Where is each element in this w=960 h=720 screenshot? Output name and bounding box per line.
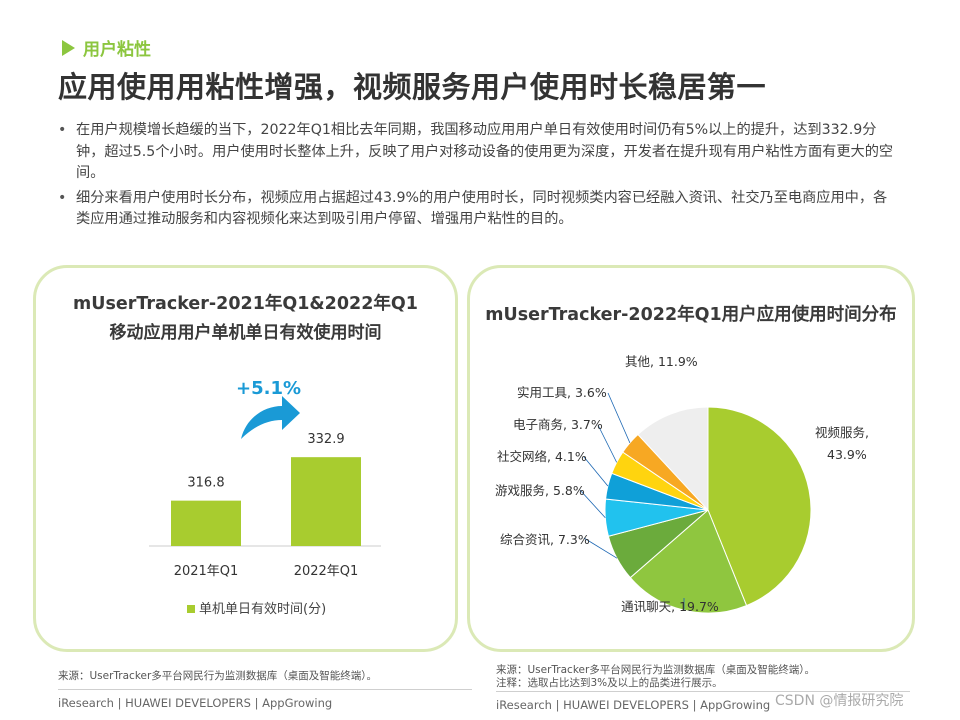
- watermark: CSDN @情报研究院: [775, 693, 904, 709]
- leader-line: [597, 424, 618, 463]
- bullet-item: 细分来看用户使用时长分布，视频应用占据超过43.9%的用户使用时长，同时视频类内…: [58, 188, 900, 231]
- bar-value-label: 316.8: [187, 476, 224, 491]
- growth-label: +5.1%: [236, 378, 301, 399]
- pie-label: 通讯聊天, 19.7%: [621, 599, 719, 614]
- pie-label: 实用工具, 3.6%: [517, 385, 607, 400]
- left-divider: [58, 689, 472, 690]
- right-chart-title: mUserTracker-2022年Q1用户应用使用时间分布: [485, 305, 897, 325]
- pie-label: 电子商务, 3.7%: [513, 417, 603, 432]
- left-brand: iResearch | HUAWEI DEVELOPERS | AppGrowi…: [58, 696, 333, 710]
- bar: [291, 457, 361, 546]
- section-label: 用户粘性: [83, 40, 151, 60]
- right-source: 来源：UserTracker多平台网民行为监测数据库（桌面及智能终端）。: [496, 664, 816, 676]
- pie-slice: [629, 509, 748, 614]
- left-chart-title-line1: mUserTracker-2021年Q1&2022年Q1: [73, 294, 418, 314]
- pie-label: 综合资讯, 7.3%: [500, 532, 590, 547]
- play-triangle-icon: [62, 39, 75, 56]
- bullet-item: 在用户规模增长趋缓的当下，2022年Q1相比去年同期，我国移动应用用户单日有效使…: [58, 120, 900, 185]
- left-source: 来源：UserTracker多平台网民行为监测数据库（桌面及智能终端）。: [58, 670, 378, 682]
- right-chart-panel: mUserTracker-2022年Q1用户应用使用时间分布 视频服务, 43.9…: [467, 265, 915, 652]
- leader-line: [579, 489, 606, 519]
- pie-label: 社交网络, 4.1%: [497, 449, 587, 464]
- pie-slice: [707, 406, 812, 607]
- bar-value-label: 332.9: [307, 432, 344, 447]
- pie-slice: [637, 406, 709, 512]
- page-title: 应用使用用粘性增强，视频服务用户使用时长稳居第一: [58, 70, 767, 104]
- right-brand: iResearch | HUAWEI DEVELOPERS | AppGrowi…: [496, 698, 771, 712]
- pie-chart: 视频服务, 43.9% 通讯聊天, 19.7% 综合资讯, 7.3% 游戏服务, 5.8…: [495, 354, 869, 614]
- leader-line: [583, 537, 618, 559]
- pie-label: 视频服务,: [815, 425, 869, 440]
- bullet-list: 在用户规模增长趋缓的当下，2022年Q1相比去年同期，我国移动应用用户单日有效使…: [58, 120, 900, 234]
- pie-label: 游戏服务, 5.8%: [495, 483, 585, 498]
- x-tick-label: 2022年Q1: [294, 564, 359, 579]
- left-chart-title-line2: 移动应用用户单机单日有效使用时间: [109, 323, 382, 343]
- leader-line: [607, 392, 631, 444]
- right-note: 注释：选取占比达到3%及以上的品类进行展示。: [496, 677, 723, 689]
- leader-line: [583, 456, 609, 487]
- legend-label: 单机单日有效时间(分): [199, 602, 326, 617]
- pie-label: 其他, 11.9%: [625, 354, 698, 369]
- pie-value-label: 43.9%: [827, 447, 867, 462]
- left-chart-panel: mUserTracker-2021年Q1&2022年Q1 移动应用用户单机单日有…: [33, 265, 458, 652]
- right-divider: [496, 691, 910, 692]
- legend-swatch: [187, 605, 195, 613]
- bar: [171, 500, 241, 546]
- bar-chart: +5.1% 316.8 2021年Q1 332.9 2022年Q1 单机单日有效时间(…: [149, 378, 381, 617]
- section-tag: 用户粘性: [62, 35, 151, 60]
- x-tick-label: 2021年Q1: [174, 564, 239, 579]
- growth-arrow-icon: [241, 396, 300, 439]
